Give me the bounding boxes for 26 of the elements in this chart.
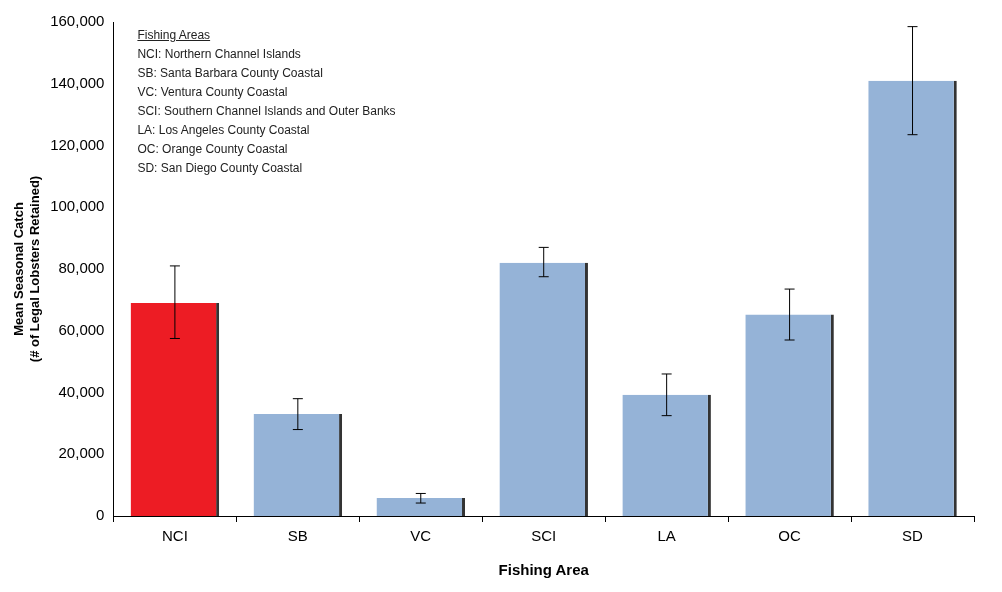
x-tick-label: LA <box>657 527 676 545</box>
y-tick-label: 100,000 <box>50 197 105 215</box>
x-axis-title: Fishing Area <box>498 561 590 579</box>
x-tick-label: NCI <box>161 527 188 545</box>
y-tick-label: 120,000 <box>50 135 105 153</box>
annotation: NCI: Northern Channel Islands <box>137 46 302 63</box>
annotation: SD: San Diego County Coastal <box>137 160 304 177</box>
y-tick-label: 60,000 <box>58 320 105 338</box>
y-axis-title: Mean Seasonal Catch (# of Legal Lobsters Retained) <box>11 175 42 363</box>
y-tick-label: 80,000 <box>58 259 105 277</box>
y-tick-label: 40,000 <box>58 382 105 400</box>
x-tick-label: VC <box>410 527 432 545</box>
x-tick-label: SCI <box>531 527 557 545</box>
x-tick-label: SB <box>287 527 308 545</box>
x-tick-label: OC <box>778 527 802 545</box>
y-tick-label: 0 <box>96 506 105 524</box>
annotation: SB: Santa Barbara County Coastal <box>137 65 324 82</box>
annotation: SCI: Southern Channel Islands and Outer Banks <box>137 103 396 120</box>
x-tick-label: SD <box>902 527 924 545</box>
y-tick-label: 20,000 <box>58 444 105 462</box>
annotation: OC: Orange County Coastal <box>137 141 289 158</box>
y-tick-label: 160,000 <box>50 12 105 30</box>
annotation: Fishing Areas <box>137 27 212 44</box>
annotation: VC: Ventura County Coastal <box>137 84 289 101</box>
annotation: LA: Los Angeles County Coastal <box>137 122 311 139</box>
y-tick-label: 140,000 <box>50 73 105 91</box>
